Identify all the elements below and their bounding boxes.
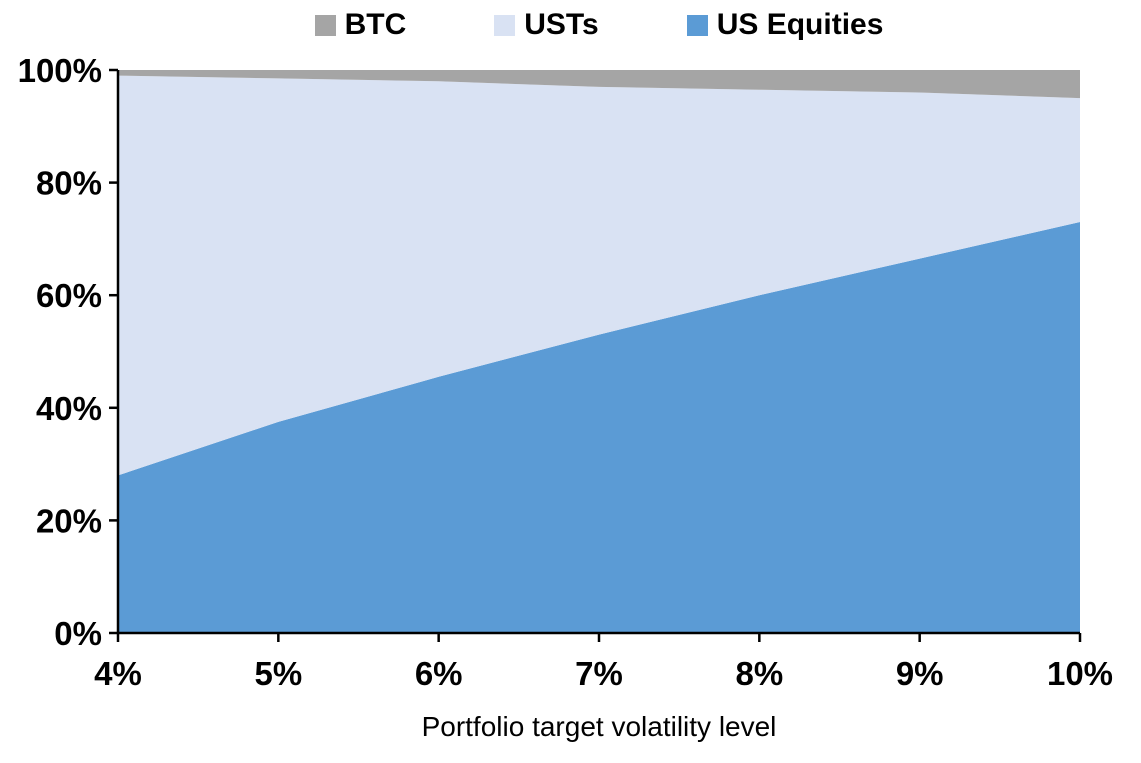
legend-swatch-btc	[314, 14, 336, 36]
x-tick-label: 5%	[254, 655, 302, 692]
legend-swatch-usts	[494, 14, 516, 36]
y-tick-label: 40%	[36, 390, 102, 427]
y-tick-label: 20%	[36, 502, 102, 539]
legend-swatch-us-equities	[686, 14, 708, 36]
y-tick-label: 0%	[54, 615, 102, 652]
chart-legend: BTC USTs US Equities	[118, 10, 1080, 40]
x-tick-label: 10%	[1047, 655, 1113, 692]
y-tick-label: 100%	[18, 52, 102, 89]
legend-item-btc: BTC	[314, 8, 407, 41]
x-tick-label: 8%	[735, 655, 783, 692]
x-tick-label: 6%	[415, 655, 463, 692]
y-tick-label: 80%	[36, 165, 102, 202]
area-us-equities	[118, 222, 1080, 633]
legend-label-btc: BTC	[344, 8, 407, 41]
x-tick-label: 7%	[575, 655, 623, 692]
legend-label-usts: USTs	[524, 8, 599, 41]
legend-item-usts: USTs	[494, 8, 599, 41]
x-tick-label: 9%	[896, 655, 944, 692]
legend-label-us-equities: US Equities	[716, 8, 884, 41]
area-usts	[118, 75, 1080, 476]
x-axis-title: Portfolio target volatility level	[421, 711, 777, 742]
x-tick-label: 4%	[94, 655, 142, 692]
y-tick-label: 60%	[36, 277, 102, 314]
legend-item-us-equities: US Equities	[686, 8, 884, 41]
area-btc	[118, 70, 1080, 99]
